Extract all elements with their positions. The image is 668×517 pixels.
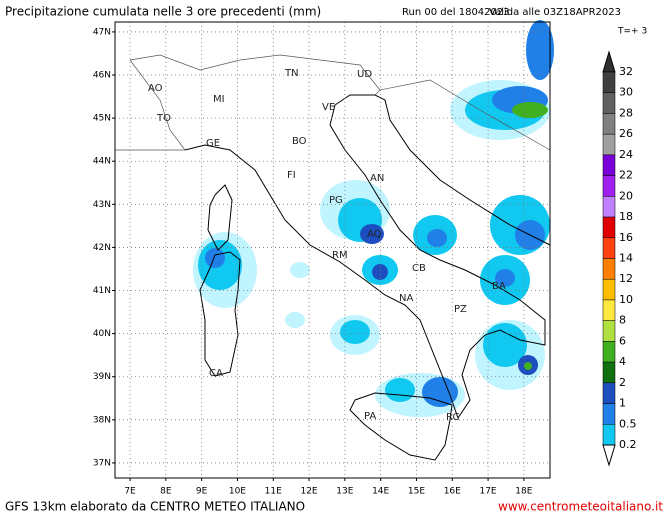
lon-label: 9E <box>196 487 208 497</box>
city-label: TO <box>156 113 171 124</box>
colorbar-segment <box>602 237 616 259</box>
lat-label: 39N <box>93 372 111 382</box>
map-frame <box>114 21 551 479</box>
colorbar-label: 14 <box>619 252 633 265</box>
footer-site[interactable]: www.centrometeoitaliano.it <box>498 500 663 514</box>
city-label: TN <box>284 68 299 79</box>
lat-label: 37N <box>93 458 111 468</box>
lon-label: 13E <box>336 487 353 497</box>
colorbar-segment <box>602 258 616 280</box>
colorbar-segment <box>602 382 616 404</box>
colorbar-arrow <box>602 444 616 467</box>
lat-label: 45N <box>93 114 111 124</box>
colorbar-segment <box>602 71 616 93</box>
colorbar-segment <box>602 113 616 135</box>
city-label: AN <box>370 173 384 184</box>
city-label: PZ <box>454 304 467 315</box>
colorbar-segment <box>602 175 616 197</box>
colorbar-label: 20 <box>619 189 633 202</box>
colorbar-arrow <box>602 50 616 73</box>
lat-label: 44N <box>93 157 111 167</box>
city-label: RM <box>332 250 348 261</box>
colorbar-segment <box>602 196 616 218</box>
colorbar-label: 22 <box>619 169 633 182</box>
lon-label: 8E <box>160 487 172 497</box>
lon-label: 15E <box>408 487 425 497</box>
border <box>115 54 551 151</box>
colorbar-label: 16 <box>619 231 633 244</box>
lon-label: 10E <box>229 487 246 497</box>
lat-label: 43N <box>93 200 111 210</box>
city-label: CA <box>209 368 223 379</box>
corsica <box>207 184 233 251</box>
city-label: UD <box>357 69 372 80</box>
lat-label: 42N <box>93 243 111 253</box>
lon-label: 16E <box>444 487 461 497</box>
valid-time: Valida alle 03Z18APR2023 <box>489 7 621 18</box>
colorbar-label: 28 <box>619 106 633 119</box>
city-label: PA <box>364 411 376 422</box>
colorbar-segment <box>602 403 616 425</box>
colorbar-segment <box>602 216 616 239</box>
title: Precipitazione cumulata nelle 3 ore prec… <box>5 5 321 19</box>
colorbar-label: 24 <box>619 148 633 161</box>
colorbar-label: 4 <box>619 355 626 368</box>
lat-label: 41N <box>93 286 111 296</box>
lat-label: 38N <box>93 415 111 425</box>
sicily <box>349 392 453 461</box>
forecast-step: T=+ 3 <box>617 27 647 37</box>
city-label: GE <box>206 138 220 149</box>
city-label: PG <box>329 195 343 206</box>
colorbar-segment <box>602 299 616 321</box>
colorbar-label: 12 <box>619 272 633 285</box>
colorbar-segment <box>602 341 616 363</box>
lon-label: 14E <box>372 487 389 497</box>
city-label: AQ <box>367 229 382 240</box>
sardinia <box>199 251 241 377</box>
run-info: Run 00 del 18042023 <box>402 7 510 18</box>
colorbar-label: 26 <box>619 127 633 140</box>
lat-label: 46N <box>93 71 111 81</box>
city-label: MI <box>213 94 225 105</box>
city-label: BO <box>292 136 307 147</box>
lon-label: 17E <box>479 487 496 497</box>
colorbar-segment <box>602 154 616 176</box>
map-area <box>114 20 554 479</box>
city-label: FI <box>287 170 296 181</box>
colorbar-label: 0.5 <box>619 417 637 430</box>
lat-label: 47N <box>93 27 111 37</box>
city-label: RC <box>446 412 459 423</box>
lat-label: 40N <box>93 329 111 339</box>
colorbar-label: 2 <box>619 376 626 389</box>
city-label: BA <box>492 281 506 292</box>
city-label: CB <box>412 263 426 274</box>
city-label: VE <box>322 102 335 113</box>
colorbar-label: 0.2 <box>619 438 637 451</box>
colorbar-segment <box>602 278 616 301</box>
precip <box>193 20 554 417</box>
colorbar-label: 18 <box>619 210 633 223</box>
colorbar-label: 8 <box>619 314 626 327</box>
lon-label: 12E <box>300 487 317 497</box>
city-label: AO <box>148 83 163 94</box>
coastline <box>184 94 551 420</box>
lon-label: 7E <box>124 487 136 497</box>
colorbar-segment <box>602 92 616 114</box>
colorbar-segment <box>602 320 616 342</box>
city-label: NA <box>399 293 413 304</box>
colorbar-label: 32 <box>619 65 633 78</box>
colorbar-segment <box>602 361 616 384</box>
colorbar-label: 10 <box>619 293 633 306</box>
footer-model: GFS 13km elaborato da CENTRO METEO ITALI… <box>5 500 305 514</box>
lon-label: 18E <box>515 487 532 497</box>
colorbar-segment <box>602 424 616 446</box>
colorbar-segment <box>602 133 616 156</box>
colorbar-label: 30 <box>619 86 633 99</box>
colorbar-label: 6 <box>619 334 626 347</box>
lon-label: 11E <box>265 487 282 497</box>
colorbar-label: 1 <box>619 397 626 410</box>
